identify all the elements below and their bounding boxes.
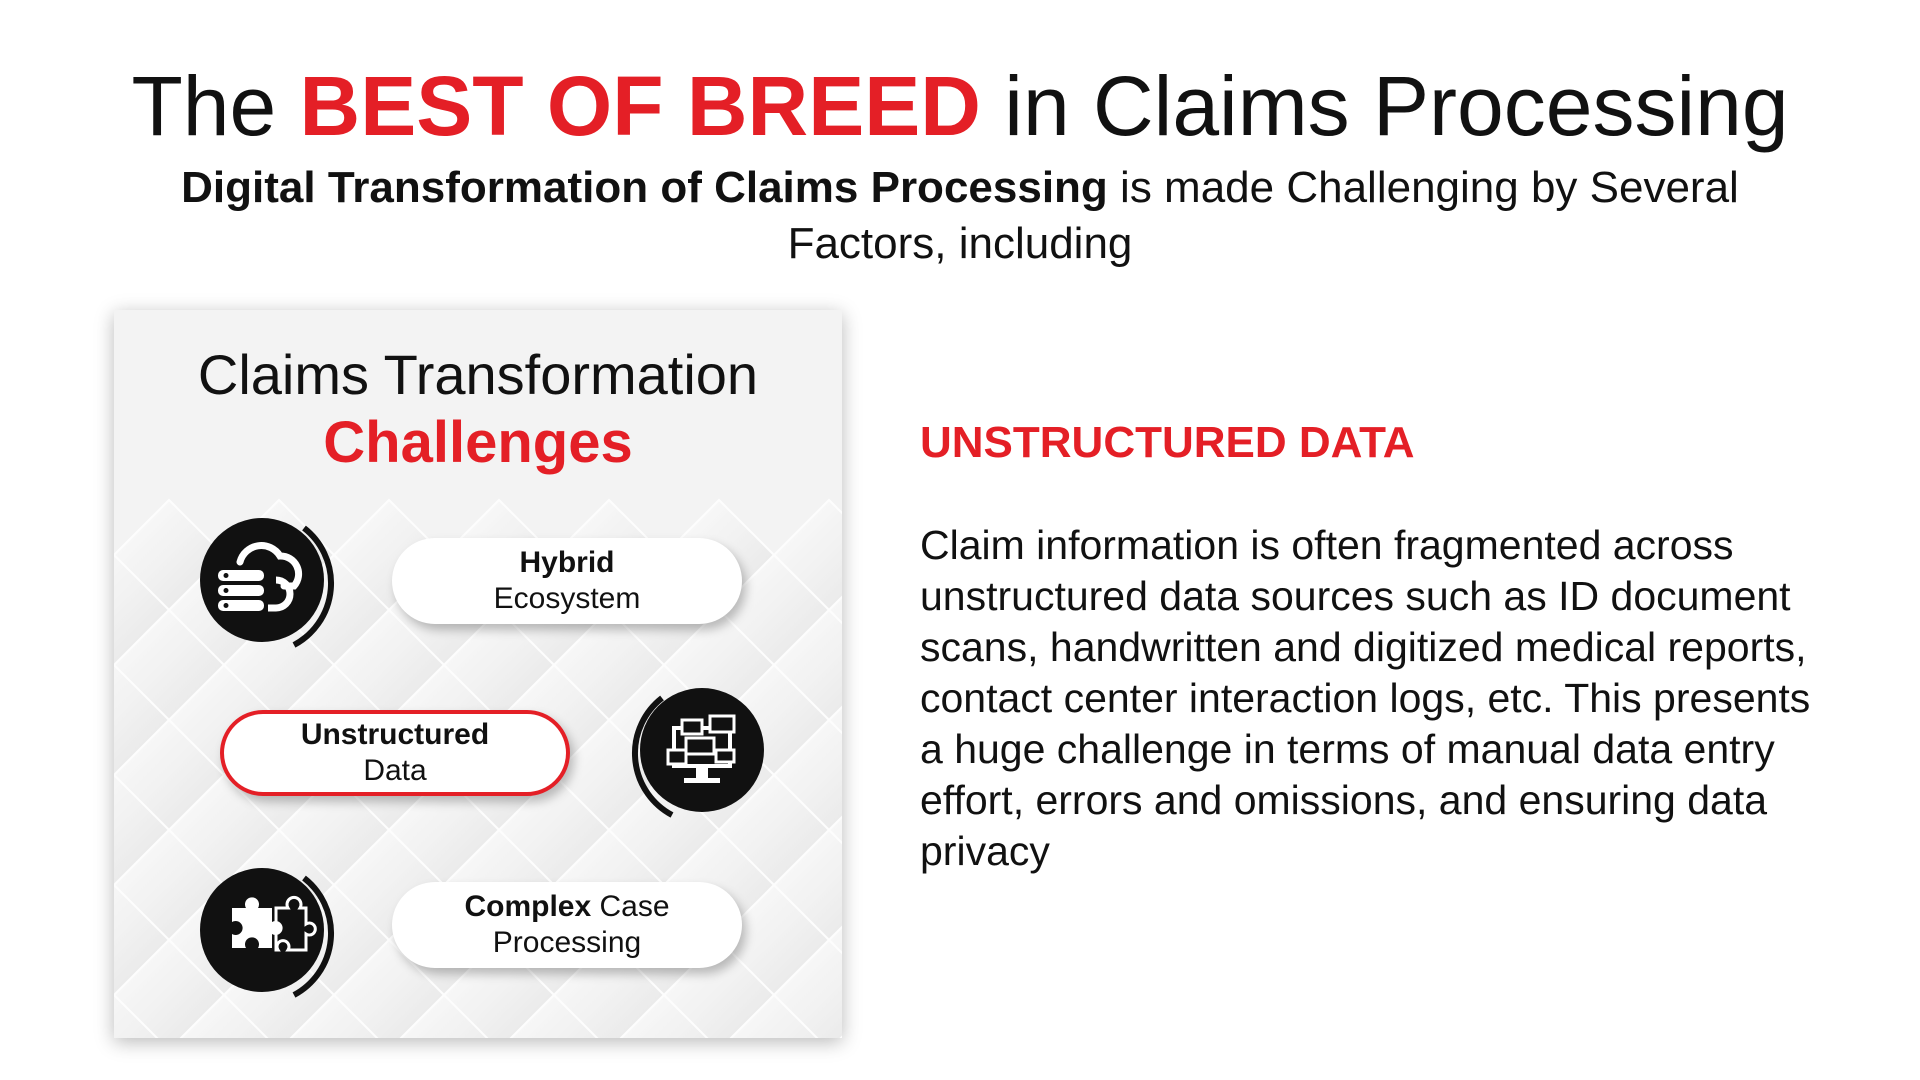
pattern-tile — [442, 938, 556, 1038]
page-subtitle: Digital Transformation of Claims Process… — [180, 160, 1740, 272]
pattern-tile — [552, 938, 666, 1038]
title-pre: The — [131, 59, 300, 153]
pattern-tile — [179, 993, 269, 1038]
documents-monitor-icon — [622, 680, 772, 830]
subtitle-rest: is made Challenging by Several Factors, … — [787, 163, 1739, 268]
pattern-tile — [114, 993, 159, 1038]
pattern-tile — [114, 883, 171, 997]
pattern-tile — [114, 663, 171, 777]
pattern-tile — [399, 993, 489, 1038]
challenge-label-line: Complex Case — [392, 889, 742, 925]
challenge-label: Ecosystem — [493, 582, 641, 615]
pattern-tile — [114, 773, 171, 887]
panel-subtitle: Challenges — [323, 410, 633, 475]
pattern-tile — [827, 595, 842, 625]
challenge-label: Data — [363, 754, 427, 787]
challenge-label-bold: Hybrid — [519, 546, 615, 579]
puzzle-icon — [192, 860, 342, 1010]
pattern-tile — [772, 938, 842, 1038]
challenge-hybrid-ecosystem: Hybrid Ecosystem — [392, 538, 742, 624]
cloud-server-icon — [192, 510, 342, 660]
challenge-label-inline: Case — [591, 890, 670, 923]
pattern-tile — [662, 938, 776, 1038]
challenge-label-bold: Unstructured — [300, 718, 490, 751]
challenges-panel: Claims Transformation Challenges Hybrid … — [114, 310, 842, 1038]
challenge-unstructured-data: Unstructured Data — [220, 710, 570, 796]
title-highlight: BEST OF BREED — [299, 59, 981, 153]
pattern-tile — [114, 553, 171, 667]
pattern-tile — [509, 993, 599, 1038]
subtitle-bold: Digital Transformation of Claims Process… — [181, 163, 1108, 212]
pattern-tile — [729, 993, 819, 1038]
pattern-tile — [827, 705, 842, 735]
challenge-label: Processing — [492, 926, 642, 959]
detail-heading: UNSTRUCTURED DATA — [920, 418, 1415, 467]
pattern-tile — [332, 938, 446, 1038]
pattern-tile — [827, 925, 842, 955]
pattern-tile — [827, 815, 842, 845]
detail-body: Claim information is often fragmented ac… — [920, 522, 1811, 874]
pattern-tile — [839, 1035, 842, 1038]
page-title: The BEST OF BREED in Claims Processing — [0, 58, 1920, 154]
title-post: in Claims Processing — [980, 59, 1789, 153]
panel-title: Claims Transformation — [197, 343, 759, 406]
challenge-label-bold: Complex — [464, 890, 592, 923]
pattern-tile — [114, 938, 226, 1038]
challenge-complex-case-processing: Complex Case Processing — [392, 882, 742, 968]
pattern-tile — [619, 993, 709, 1038]
pattern-tile — [289, 993, 379, 1038]
